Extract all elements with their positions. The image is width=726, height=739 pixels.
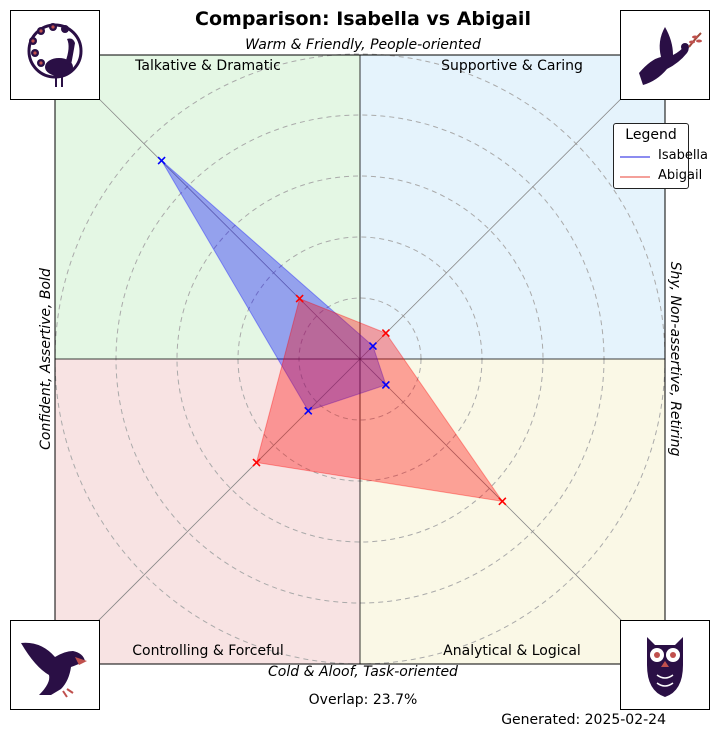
data-point-abigail-top-left	[295, 294, 304, 303]
eagle-icon	[21, 642, 87, 698]
quadrant-label-bottom-right: Analytical & Logical	[443, 643, 581, 659]
quadrant-label-top-right: Supportive & Caring	[441, 58, 583, 74]
axis-label-left: Confident, Assertive, Bold	[38, 268, 54, 450]
generated-text: Generated: 2025-02-24	[501, 712, 666, 728]
owl-icon-box	[620, 620, 710, 710]
legend-label-abigail: Abigail	[658, 168, 703, 183]
axis-spoke-top-left	[54, 54, 361, 360]
legend-label-isabella: Isabella	[658, 148, 709, 163]
quadrant-label-bottom-left: Controlling & Forceful	[132, 643, 284, 659]
data-point-isabella-top-left	[157, 156, 166, 165]
data-point-abigail-top-right	[381, 329, 390, 338]
legend-swatch-abigail	[620, 176, 650, 178]
quadrant-label-top-left: Talkative & Dramatic	[135, 58, 281, 74]
peacock-icon-box	[10, 10, 100, 100]
axis-spoke-bottom-right	[359, 358, 666, 665]
data-point-abigail-bottom-right	[498, 497, 507, 506]
series-layer	[157, 156, 507, 506]
dove-icon-box	[620, 10, 710, 100]
legend-swatch-isabella	[620, 156, 650, 158]
legend-title: Legend	[625, 127, 677, 143]
overlap-text: Overlap: 23.7%	[308, 692, 418, 708]
chart-title: Comparison: Isabella vs Abigail	[195, 8, 531, 30]
dove-icon	[639, 27, 702, 85]
legend: Legend Isabella Abigail	[613, 123, 708, 189]
eagle-icon-box	[10, 620, 100, 710]
data-point-isabella-bottom-right	[381, 380, 390, 389]
axis-label-bottom: Cold & Aloof, Task-oriented	[268, 664, 458, 680]
data-point-abigail-bottom-left	[252, 458, 261, 467]
plot-frame	[54, 54, 666, 665]
axis-label-right: Shy, Non-assertive, Retiring	[667, 261, 683, 457]
data-point-isabella-top-right	[368, 341, 378, 351]
data-point-isabella-bottom-left	[304, 406, 313, 415]
axis-spoke-top-right	[359, 54, 666, 360]
peacock-icon	[27, 23, 83, 87]
owl-icon	[647, 637, 683, 697]
axis-label-top: Warm & Friendly, People-oriented	[245, 37, 481, 53]
